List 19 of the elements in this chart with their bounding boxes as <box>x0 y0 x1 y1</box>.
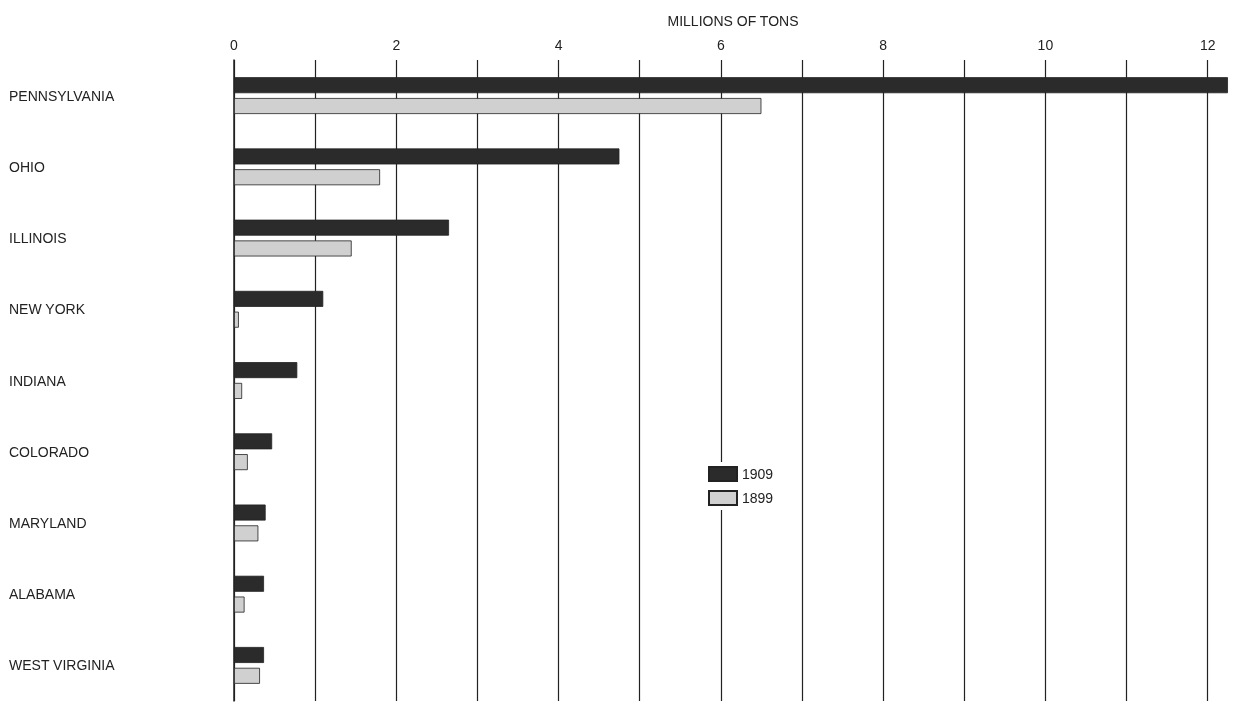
x-tick-label: 4 <box>554 37 563 53</box>
y-tick-label: PENNSYLVANIA <box>9 87 115 104</box>
x-tick-label: 8 <box>879 37 888 53</box>
x-tick-label: 2 <box>392 37 401 53</box>
y-tick-label: ALABAMA <box>9 586 76 603</box>
x-tick-label: 12 <box>1199 37 1216 53</box>
y-tick-label: MARYLAND <box>9 514 87 531</box>
y-tick-label: COLORADO <box>9 443 90 460</box>
x-tick-label: 0 <box>230 37 239 53</box>
y-tick-label: NEW YORK <box>9 301 86 318</box>
x-tick-label: 6 <box>716 37 725 53</box>
y-tick-label: WEST VIRGINIA <box>9 657 116 674</box>
legend-label: 1899 <box>742 490 774 506</box>
x-tick-label: 10 <box>1037 37 1054 53</box>
y-tick-label: OHIO <box>9 158 45 175</box>
legend-label: 1909 <box>742 466 774 482</box>
y-tick-label: ILLINOIS <box>9 230 67 247</box>
y-tick-label: INDIANA <box>9 372 67 389</box>
x-axis-title: MILLIONS OF TONS <box>667 13 799 29</box>
